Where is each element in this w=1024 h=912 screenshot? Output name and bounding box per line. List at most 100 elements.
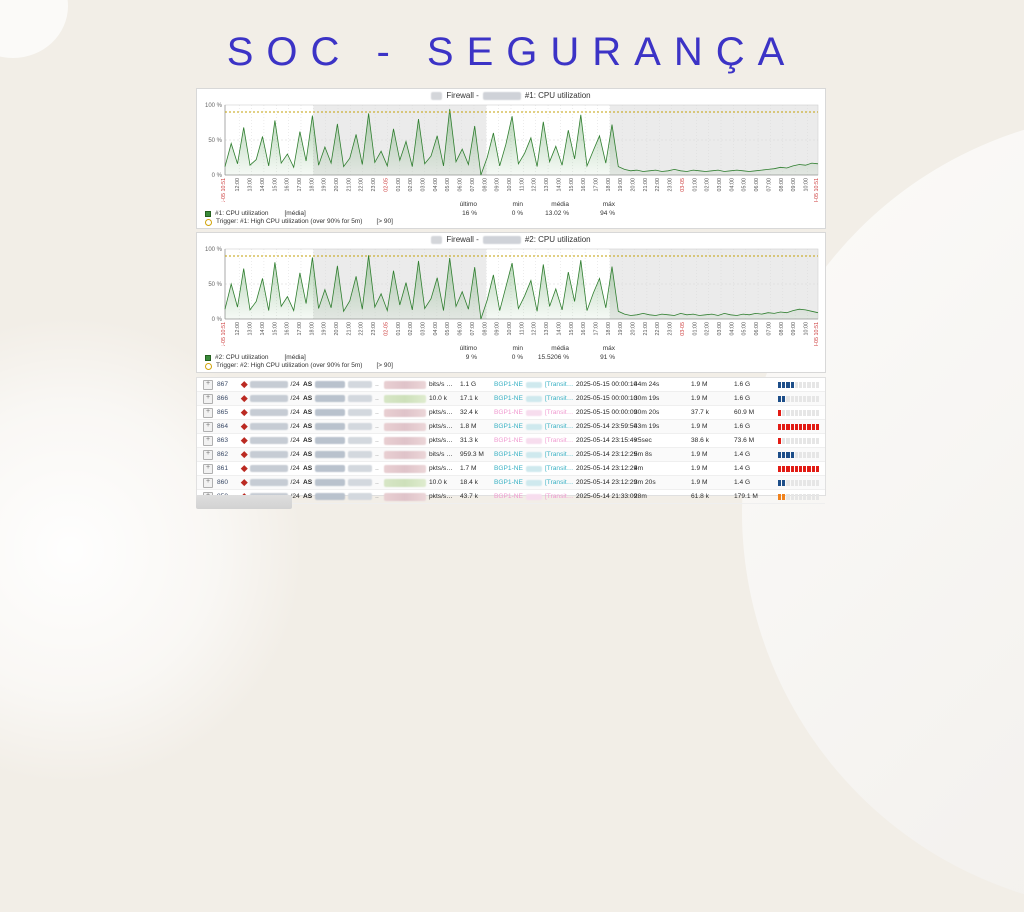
bgp-peer-link[interactable]: BGP1-NE [Transit…: [494, 381, 574, 388]
graph-legend: último min média máx #1: CPU utilization…: [205, 201, 819, 227]
redacted-asn-chip: [315, 493, 346, 500]
svg-text:02:00: 02:00: [705, 178, 711, 192]
svg-text:02-05: 02-05: [383, 322, 389, 336]
expand-row-button[interactable]: +: [203, 435, 213, 446]
redacted-network-chip: [249, 409, 288, 416]
problem-severity-icon: [241, 437, 248, 444]
svg-text:03:00: 03:00: [717, 178, 723, 192]
svg-text:100 %: 100 %: [205, 247, 223, 253]
severity-bar-indicator: [778, 378, 819, 391]
event-duration: 44m 24s: [634, 381, 660, 388]
problem-row[interactable]: + 866 /24 AS .. 10.0 k 17.1 k BGP1-NE [T…: [197, 392, 825, 406]
problem-row[interactable]: + 862 /24 AS .. bits/s … 959.3 M BGP1-NE…: [197, 448, 825, 462]
svg-text:03:00: 03:00: [421, 178, 427, 192]
as-origin: AS ..: [303, 465, 379, 472]
redacted-peer-chip: [525, 409, 542, 416]
expand-row-button[interactable]: +: [203, 393, 213, 404]
series-color-swatch: [205, 210, 211, 217]
bgp-peer-link[interactable]: BGP1-NE [Transit…: [494, 423, 574, 430]
svg-text:01:00: 01:00: [396, 178, 402, 192]
traffic-sparkline: bits/s …: [384, 378, 453, 391]
redacted-peer-chip: [525, 493, 542, 500]
event-id: 863: [217, 437, 229, 444]
bgp-peer-link[interactable]: BGP1-NE [Transit…: [494, 465, 574, 472]
svg-text:09:00: 09:00: [495, 322, 501, 336]
problem-row[interactable]: + 867 /24 AS .. bits/s … 1.1 G BGP1-NE […: [197, 378, 825, 392]
problem-severity-icon: [241, 423, 248, 430]
problem-severity-icon: [241, 409, 248, 416]
svg-text:02:00: 02:00: [408, 178, 414, 192]
network-prefix: /24: [241, 392, 300, 405]
bgp-peer-link[interactable]: BGP1-NE [Transit…: [494, 409, 574, 416]
redacted-network-chip: [249, 423, 288, 430]
svg-text:12:00: 12:00: [235, 322, 241, 336]
svg-text:04:00: 04:00: [433, 178, 439, 192]
redacted-peer-chip: [525, 423, 542, 430]
svg-text:11:00: 11:00: [519, 322, 525, 335]
svg-text:12:00: 12:00: [235, 178, 241, 192]
expand-row-button[interactable]: +: [203, 449, 213, 460]
redacted-asn-chip: [315, 465, 346, 472]
problem-row[interactable]: + 863 /24 AS .. pkts/s… 31.3 k BGP1-NE […: [197, 434, 825, 448]
svg-text:04:00: 04:00: [729, 178, 735, 192]
cpu-graph-panel-2: Firewall - #2: CPU utilization 100 % 50 %…: [196, 232, 826, 373]
svg-text:22:00: 22:00: [359, 178, 365, 192]
svg-text:10:00: 10:00: [803, 322, 809, 336]
svg-text:16:00: 16:00: [285, 322, 291, 336]
problem-row[interactable]: + 860 /24 AS .. 10.0 k 18.4 k BGP1-NE [T…: [197, 476, 825, 490]
trigger-threshold: [> 90]: [376, 218, 393, 225]
expand-row-button[interactable]: +: [203, 421, 213, 432]
expand-row-button[interactable]: +: [203, 379, 213, 390]
trigger-marker-icon: [205, 218, 212, 226]
bgp-peer-link[interactable]: BGP1-NE [Transit…: [494, 395, 574, 402]
svg-text:06:00: 06:00: [458, 322, 464, 336]
cpu-graph-plot[interactable]: 100 % 50 % 0 % 01-05 10:51 12:00 13:00 14:00 15…: [197, 246, 827, 346]
bits-value: 179.1 M: [734, 493, 758, 500]
event-id: 867: [217, 381, 229, 388]
bgp-peer-link[interactable]: BGP1-NE [Transit…: [494, 437, 574, 444]
svg-text:13:00: 13:00: [248, 178, 254, 192]
svg-text:05:00: 05:00: [742, 178, 748, 192]
graph-legend: último min média máx #2: CPU utilization…: [205, 345, 819, 371]
svg-text:06:00: 06:00: [458, 178, 464, 192]
cpu-graph-plot[interactable]: 100 % 50 % 0 % 01-05 10:51 12:00 13:00 14:00 15…: [197, 102, 827, 202]
svg-text:03-05 10:51: 03-05 10:51: [814, 178, 820, 202]
problem-row[interactable]: + 865 /24 AS .. pkts/s… 32.4 k BGP1-NE […: [197, 406, 825, 420]
svg-text:19:00: 19:00: [618, 322, 624, 336]
traffic-sparkline: pkts/s…: [384, 434, 453, 447]
event-time: 2025-05-14 23:59:50: [576, 423, 638, 430]
svg-text:17:00: 17:00: [297, 322, 303, 336]
traffic-value: 959.3 M: [460, 451, 484, 458]
bgp-peer-link[interactable]: BGP1-NE [Transit…: [494, 451, 574, 458]
packets-value: 1.9 M: [691, 479, 708, 486]
sparkline-chip: [384, 436, 426, 445]
problem-row[interactable]: + 861 /24 AS .. pkts/s… 1.7 M BGP1-NE [T…: [197, 462, 825, 476]
svg-text:21:00: 21:00: [643, 178, 649, 192]
expand-row-button[interactable]: +: [203, 407, 213, 418]
svg-text:18:00: 18:00: [606, 322, 612, 336]
expand-row-button[interactable]: +: [203, 463, 213, 474]
severity-bar-indicator: [778, 490, 819, 503]
redacted-asname-chip: [348, 423, 373, 430]
packets-value: 1.9 M: [691, 423, 708, 430]
svg-text:19:00: 19:00: [322, 322, 328, 336]
problem-row[interactable]: + 864 /24 AS .. pkts/s… 1.8 M BGP1-NE [T…: [197, 420, 825, 434]
expand-row-button[interactable]: +: [203, 477, 213, 488]
svg-text:15:00: 15:00: [569, 178, 575, 192]
trigger-threshold: [> 90]: [376, 362, 393, 369]
legend-item-name: #1: CPU utilization: [215, 209, 269, 217]
legend-aggregation: [média]: [284, 353, 306, 361]
as-origin: AS ..: [303, 423, 379, 430]
event-id: 866: [217, 395, 229, 402]
redacted-asn-chip: [315, 437, 346, 444]
svg-text:21:00: 21:00: [346, 322, 352, 336]
bgp-peer-link[interactable]: BGP1-NE [Transit…: [494, 493, 574, 500]
traffic-sparkline: bits/s …: [384, 448, 453, 461]
scrollbar-thumb[interactable]: [196, 495, 292, 509]
svg-text:21:00: 21:00: [643, 322, 649, 336]
redacted-asname-chip: [348, 479, 373, 486]
bgp-peer-link[interactable]: BGP1-NE [Transit…: [494, 479, 574, 486]
event-time: 2025-05-14 21:33:09: [576, 493, 638, 500]
redacted-icon-chip: [431, 91, 443, 100]
event-time: 2025-05-15 00:00:10: [576, 395, 638, 402]
